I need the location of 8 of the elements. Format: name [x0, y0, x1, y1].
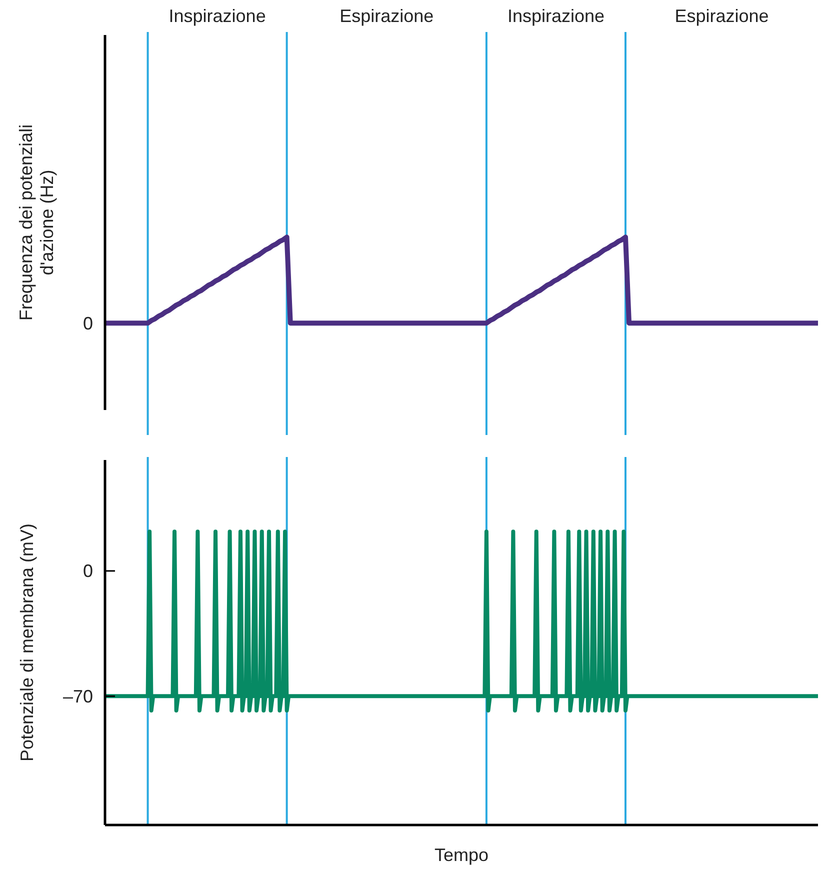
- y-tick-label: –70: [62, 686, 93, 706]
- y-axis-title: Frequenza dei potenziali d'azione (Hz): [16, 124, 57, 321]
- x-axis-title: Tempo: [434, 845, 489, 865]
- text: Espirazione: [674, 6, 769, 26]
- text: Espirazione: [340, 6, 434, 26]
- text: Inspirazione: [507, 6, 605, 26]
- y-axis-title: Potenziale di membrana (mV): [17, 523, 37, 762]
- text: Inspirazione: [168, 6, 266, 26]
